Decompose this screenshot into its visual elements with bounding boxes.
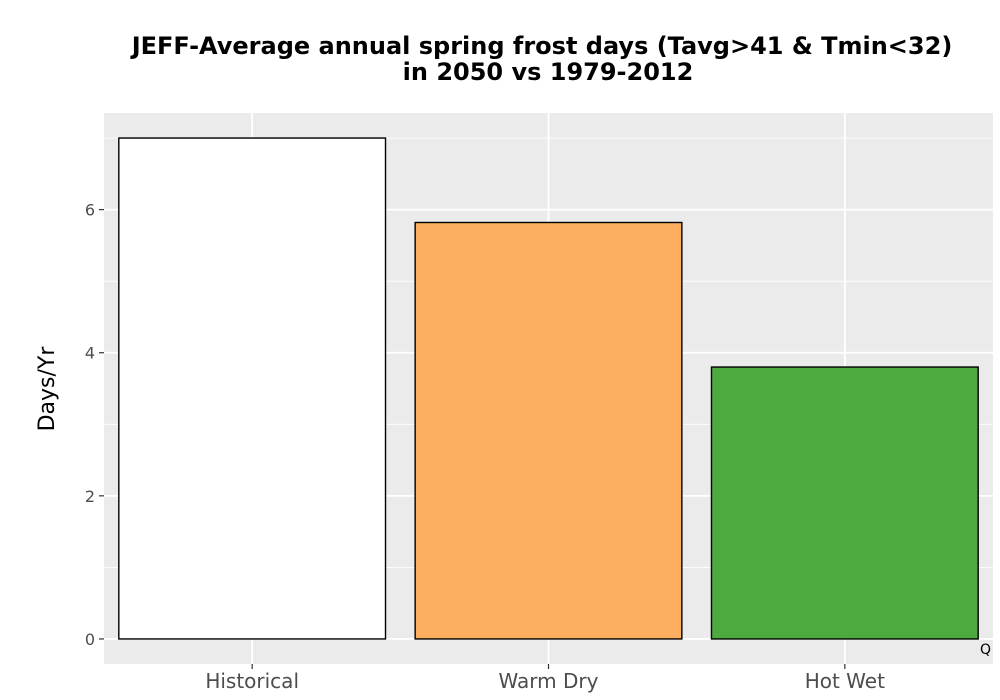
chart-title-line-1: JEFF-Average annual spring frost days (T… (130, 32, 953, 60)
y-tick-label: 2 (85, 487, 95, 506)
x-tick-label: Historical (205, 669, 299, 693)
bar-historical (118, 137, 387, 640)
y-axis-label: Days/Yr (35, 346, 60, 432)
y-tick-label: 0 (85, 630, 95, 649)
x-tick-label: Warm Dry (499, 669, 599, 693)
bar-warm-dry (414, 221, 683, 640)
bars (118, 137, 979, 640)
x-tick-label: Hot Wet (805, 669, 885, 693)
y-axis: 0 2 4 6 (85, 201, 104, 649)
x-axis: Historical Warm Dry Hot Wet (205, 664, 885, 693)
y-tick-label: 6 (85, 201, 95, 220)
y-tick-label: 4 (85, 344, 95, 363)
chart-title-line-2: in 2050 vs 1979-2012 (403, 58, 694, 86)
corner-annotation: Q (980, 642, 991, 658)
bar-hot-wet (710, 366, 979, 640)
